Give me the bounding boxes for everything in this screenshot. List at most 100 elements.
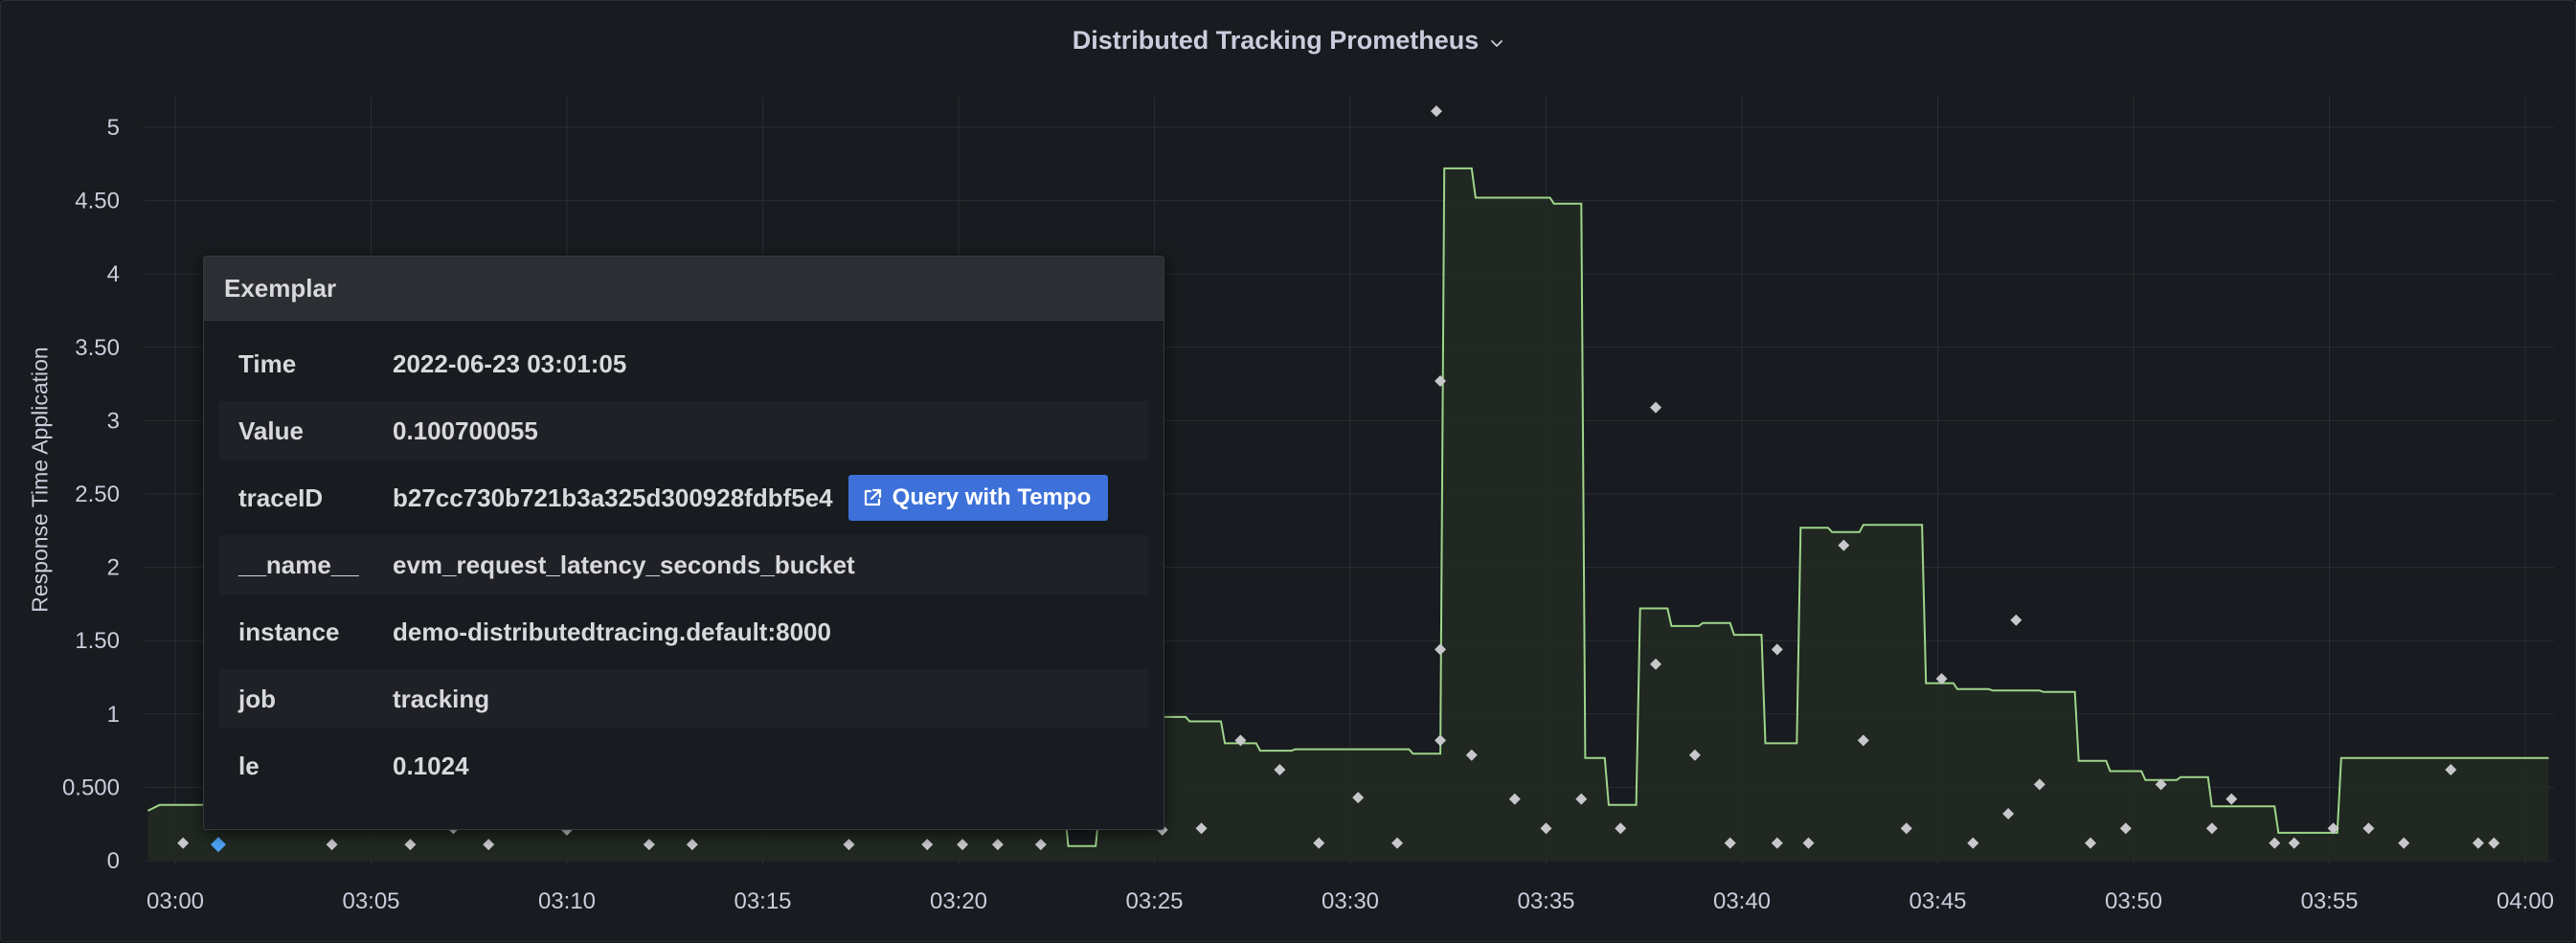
exemplar-marker[interactable]	[1771, 837, 1783, 849]
exemplar-marker[interactable]	[1650, 658, 1662, 670]
exemplar-marker[interactable]	[2288, 837, 2300, 849]
exemplar-marker[interactable]	[1435, 643, 1447, 656]
exemplar-marker[interactable]	[326, 839, 338, 851]
exemplar-marker[interactable]	[921, 839, 934, 851]
x-tick-label: 04:00	[2497, 888, 2554, 914]
x-tick-label: 03:10	[538, 888, 596, 914]
chevron-down-icon[interactable]	[1488, 34, 1505, 52]
exemplar-marker[interactable]	[1838, 539, 1850, 551]
exemplar-marker[interactable]	[404, 839, 417, 851]
exemplar-marker[interactable]	[1540, 822, 1552, 835]
exemplar-marker[interactable]	[1575, 793, 1588, 805]
panel-header[interactable]: Distributed Tracking Prometheus	[1, 24, 2576, 56]
exemplar-marker[interactable]	[1234, 734, 1247, 747]
row-key: job	[238, 684, 276, 713]
exemplar-marker[interactable]	[1435, 375, 1447, 388]
tooltip-row-traceid: traceID b27cc730b721b3a325d300928fdbf5e4…	[219, 468, 1148, 528]
series-line	[147, 167, 2549, 847]
exemplar-marker[interactable]	[2155, 778, 2167, 791]
series-layer	[147, 167, 2549, 861]
exemplar-marker[interactable]	[2472, 837, 2484, 849]
x-tick-label: 03:50	[2105, 888, 2162, 914]
x-tick-label: 03:40	[1713, 888, 1771, 914]
exemplar-marker[interactable]	[2205, 822, 2218, 835]
row-key: instance	[238, 617, 340, 646]
exemplar-marker[interactable]	[2488, 837, 2500, 849]
exemplar-marker[interactable]	[1615, 822, 1627, 835]
exemplar-marker[interactable]	[2398, 837, 2410, 849]
y-tick-label: 3.50	[75, 335, 120, 361]
exemplar-tooltip: Exemplar Time 2022-06-23 03:01:05 Value …	[203, 256, 1164, 830]
exemplar-marker[interactable]	[1313, 837, 1325, 849]
exemplar-marker[interactable]	[1650, 401, 1662, 414]
exemplar-marker[interactable]	[1352, 792, 1365, 804]
exemplar-marker[interactable]	[1391, 837, 1404, 849]
x-tick-label: 03:45	[1909, 888, 1966, 914]
exemplar-marker[interactable]	[991, 839, 1004, 851]
y-tick-label: 1	[107, 702, 120, 728]
exemplar-marker[interactable]	[2269, 837, 2281, 849]
row-value: 0.100700055	[393, 415, 538, 445]
panel-title[interactable]: Distributed Tracking Prometheus	[1072, 25, 1480, 55]
y-tick-label: 0	[107, 848, 120, 874]
exemplar-marker[interactable]	[1900, 822, 1912, 835]
tooltip-row-le: le 0.1024	[219, 736, 1148, 796]
tooltip-header: Exemplar	[204, 257, 1164, 321]
y-tick-label: 0.500	[62, 775, 120, 800]
exemplar-marker-selected[interactable]	[210, 837, 226, 853]
exemplar-marker[interactable]	[686, 839, 698, 851]
y-axis-ticks: 0 0.500 1 1.50 2 2.50 3 3.50 4 4.50 5	[62, 115, 120, 874]
exemplar-marker[interactable]	[843, 839, 855, 851]
exemplar-marker[interactable]	[483, 839, 495, 851]
x-tick-label: 03:25	[1125, 888, 1183, 914]
y-tick-label: 4.50	[75, 189, 120, 214]
exemplar-marker[interactable]	[2010, 614, 2022, 626]
tooltip-row-time: Time 2022-06-23 03:01:05	[219, 334, 1148, 393]
row-value: 2022-06-23 03:01:05	[393, 348, 627, 378]
exemplar-marker[interactable]	[1967, 837, 1979, 849]
exemplar-marker[interactable]	[2226, 793, 2238, 805]
exemplar-marker[interactable]	[2033, 778, 2045, 791]
exemplar-marker[interactable]	[2085, 837, 2097, 849]
query-with-tempo-button[interactable]: Query with Tempo	[847, 475, 1109, 521]
exemplar-marker[interactable]	[1508, 793, 1521, 805]
row-value: evm_request_latency_seconds_bucket	[393, 550, 855, 579]
exemplar-marker[interactable]	[1435, 734, 1447, 747]
exemplar-marker[interactable]	[1771, 643, 1783, 656]
x-tick-label: 03:15	[734, 888, 791, 914]
exemplar-marker[interactable]	[2119, 822, 2132, 835]
row-value: 0.1024	[393, 751, 469, 780]
tooltip-row-job: job tracking	[219, 669, 1148, 729]
exemplar-marker[interactable]	[1688, 749, 1701, 761]
x-axis-ticks: 03:00 03:05 03:10 03:15 03:20 03:25 03:30 03:35…	[147, 888, 2554, 914]
x-tick-label: 03:20	[930, 888, 987, 914]
exemplar-layer[interactable]	[177, 105, 2500, 853]
exemplar-marker[interactable]	[2002, 807, 2015, 820]
exemplar-marker[interactable]	[1935, 673, 1948, 685]
exemplar-marker[interactable]	[957, 839, 969, 851]
exemplar-marker[interactable]	[1724, 837, 1736, 849]
exemplar-marker[interactable]	[1465, 749, 1478, 761]
tooltip-row-name: __name__ evm_request_latency_seconds_buc…	[219, 535, 1148, 595]
x-tick-label: 03:05	[342, 888, 399, 914]
exemplar-marker[interactable]	[1430, 105, 1442, 118]
exemplar-marker[interactable]	[2445, 764, 2457, 776]
exemplar-marker[interactable]	[1195, 822, 1208, 835]
exemplar-marker[interactable]	[1857, 734, 1869, 747]
trace-id-value[interactable]: b27cc730b721b3a325d300928fdbf5e4	[393, 483, 833, 512]
exemplar-marker[interactable]	[1802, 837, 1815, 849]
exemplar-marker[interactable]	[2327, 822, 2339, 835]
row-value: tracking	[393, 684, 490, 713]
x-tick-label: 03:00	[147, 888, 204, 914]
exemplar-marker[interactable]	[1034, 839, 1047, 851]
query-with-tempo-label: Query with Tempo	[892, 484, 1092, 510]
series-area	[147, 168, 2549, 861]
y-tick-label: 1.50	[75, 628, 120, 654]
exemplar-marker[interactable]	[643, 839, 655, 851]
exemplar-marker[interactable]	[2362, 822, 2375, 835]
y-tick-label: 2.50	[75, 482, 120, 507]
exemplar-marker[interactable]	[1274, 764, 1286, 776]
row-key: Value	[238, 415, 304, 445]
exemplar-marker[interactable]	[177, 837, 190, 849]
